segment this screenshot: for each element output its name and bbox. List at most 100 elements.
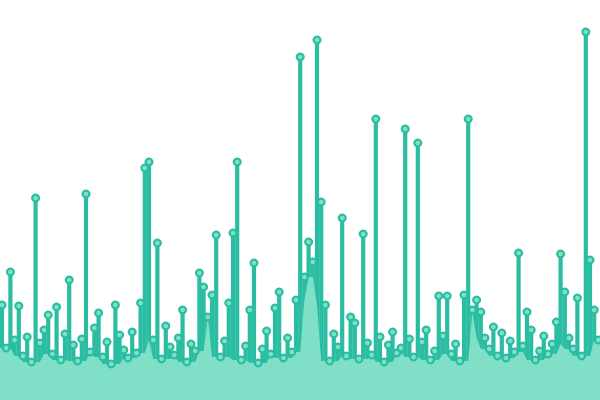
- data-point-marker: [64, 275, 74, 285]
- data-point-marker: [543, 349, 553, 359]
- data-point-marker: [161, 321, 171, 331]
- data-point-marker: [568, 344, 578, 354]
- data-point-marker: [304, 237, 314, 247]
- data-point-marker: [518, 341, 528, 351]
- data-point-marker: [526, 325, 536, 335]
- data-point-marker: [329, 329, 339, 339]
- data-point-marker: [140, 163, 150, 173]
- data-point-marker: [157, 354, 167, 364]
- data-point-marker: [119, 345, 129, 355]
- data-point-marker: [337, 213, 347, 223]
- data-point-marker: [585, 255, 595, 265]
- data-point-marker: [31, 193, 41, 203]
- data-point-marker: [232, 157, 242, 167]
- data-point-marker: [421, 325, 431, 335]
- data-point-marker: [509, 347, 519, 357]
- data-point-marker: [148, 335, 158, 345]
- data-point-marker: [379, 357, 389, 367]
- data-point-marker: [5, 267, 15, 277]
- data-point-marker: [131, 348, 141, 358]
- data-point-marker: [0, 300, 7, 310]
- data-point-marker: [388, 327, 398, 337]
- data-point-marker: [404, 334, 414, 344]
- data-point-marker: [89, 323, 99, 333]
- data-point-marker: [556, 249, 566, 259]
- data-point-marker: [459, 290, 469, 300]
- data-point-marker: [270, 303, 280, 313]
- data-point-marker: [295, 52, 305, 62]
- area-layer: [0, 277, 600, 400]
- data-point-marker: [257, 344, 267, 354]
- data-point-marker: [173, 333, 183, 343]
- data-point-marker: [291, 295, 301, 305]
- data-point-marker: [211, 230, 221, 240]
- data-point-marker: [94, 308, 104, 318]
- data-point-marker: [341, 351, 351, 361]
- data-point-marker: [383, 340, 393, 350]
- data-point-marker: [35, 338, 45, 348]
- data-point-marker: [81, 189, 91, 199]
- data-point-marker: [190, 346, 200, 356]
- data-point-marker: [253, 358, 263, 368]
- data-point-marker: [1, 343, 11, 353]
- data-point-marker: [560, 287, 570, 297]
- data-point-marker: [182, 357, 192, 367]
- data-point-marker: [417, 337, 427, 347]
- data-point-marker: [136, 298, 146, 308]
- data-point-marker: [115, 330, 125, 340]
- data-point-marker: [564, 333, 574, 343]
- data-point-marker: [178, 305, 188, 315]
- data-point-marker: [199, 282, 209, 292]
- data-point-marker: [438, 331, 448, 341]
- data-point-marker: [535, 346, 545, 356]
- data-point-marker: [476, 307, 486, 317]
- data-point-marker: [278, 353, 288, 363]
- data-point-marker: [10, 335, 20, 345]
- data-point-marker: [68, 340, 78, 350]
- data-point-marker: [375, 332, 385, 342]
- data-point-marker: [593, 335, 600, 345]
- data-point-marker: [396, 343, 406, 353]
- data-point-marker: [409, 352, 419, 362]
- data-point-marker: [488, 322, 498, 332]
- data-point-marker: [169, 350, 179, 360]
- data-point-marker: [539, 331, 549, 341]
- data-point-marker: [480, 333, 490, 343]
- data-point-marker: [102, 337, 112, 347]
- data-point-marker: [207, 290, 217, 300]
- data-point-marker: [194, 268, 204, 278]
- data-point-marker: [224, 298, 234, 308]
- data-point-marker: [39, 325, 49, 335]
- data-point-marker: [572, 293, 582, 303]
- data-point-marker: [241, 341, 251, 351]
- data-point-marker: [514, 248, 524, 258]
- data-point-marker: [501, 353, 511, 363]
- data-point-marker: [73, 356, 83, 366]
- data-point-marker: [581, 27, 591, 37]
- data-point-marker: [505, 336, 515, 346]
- data-point-marker: [522, 307, 532, 317]
- data-point-marker: [333, 342, 343, 352]
- data-point-marker: [249, 258, 259, 268]
- data-point-marker: [547, 339, 557, 349]
- data-point-marker: [56, 355, 66, 365]
- data-point-marker: [52, 302, 62, 312]
- data-point-marker: [400, 124, 410, 134]
- data-point-marker: [350, 318, 360, 328]
- data-point-marker: [497, 328, 507, 338]
- data-point-marker: [577, 351, 587, 361]
- data-point-marker: [18, 351, 28, 361]
- data-point-marker: [446, 349, 456, 359]
- data-point-marker: [123, 353, 133, 363]
- data-point-marker: [472, 295, 482, 305]
- data-point-marker: [484, 344, 494, 354]
- data-point-marker: [262, 326, 272, 336]
- data-point-marker: [152, 238, 162, 248]
- data-point-marker: [316, 197, 326, 207]
- data-point-marker: [165, 342, 175, 352]
- data-point-marker: [442, 291, 452, 301]
- data-point-marker: [413, 138, 423, 148]
- data-point-marker: [110, 300, 120, 310]
- data-point-marker: [215, 352, 225, 362]
